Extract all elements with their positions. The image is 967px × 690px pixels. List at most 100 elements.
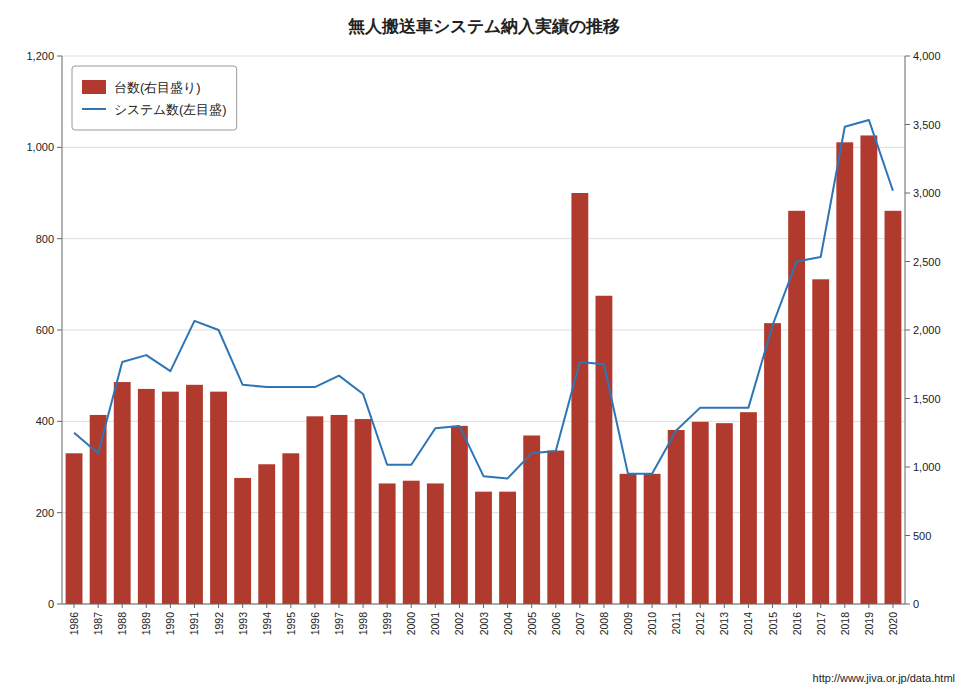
x-tick-label: 2013 xyxy=(718,612,730,636)
bar xyxy=(764,323,781,604)
x-tick xyxy=(579,604,580,608)
x-tick xyxy=(74,604,75,608)
x-tick-label: 2020 xyxy=(887,612,899,636)
bar xyxy=(403,481,420,604)
y2-tick-label: 3,500 xyxy=(913,119,941,131)
bar xyxy=(210,392,227,604)
x-tick-label: 1987 xyxy=(92,612,104,636)
x-tick xyxy=(603,604,604,608)
y2-tick-label: 3,000 xyxy=(913,187,941,199)
bar xyxy=(812,279,829,604)
x-tick-label: 1989 xyxy=(140,612,152,636)
x-tick-label: 2012 xyxy=(694,612,706,636)
x-tick-label: 2016 xyxy=(791,612,803,636)
bar xyxy=(258,464,275,604)
grid xyxy=(62,56,905,604)
x-tick-label: 2008 xyxy=(598,612,610,636)
y-tick-label: 200 xyxy=(36,507,54,519)
bar-series xyxy=(66,135,902,604)
x-tick-label: 1996 xyxy=(309,612,321,636)
bar xyxy=(138,389,155,604)
y2-tick xyxy=(905,330,910,331)
y2-tick-label: 2,000 xyxy=(913,324,941,336)
x-tick-label: 2001 xyxy=(429,612,441,636)
x-tick-label: 2019 xyxy=(863,612,875,636)
x-tick-label: 1997 xyxy=(333,612,345,636)
x-tick xyxy=(531,604,532,608)
x-tick-label: 2006 xyxy=(550,612,562,636)
bar xyxy=(836,142,853,604)
x-tick-label: 1991 xyxy=(188,612,200,636)
x-tick xyxy=(868,604,869,608)
x-tick-label: 1990 xyxy=(164,612,176,636)
x-tick-label: 1995 xyxy=(285,612,297,636)
y2-tick xyxy=(905,535,910,536)
x-tick xyxy=(483,604,484,608)
bar xyxy=(355,419,372,604)
x-tick xyxy=(555,604,556,608)
x-tick xyxy=(652,604,653,608)
bar xyxy=(644,474,661,604)
x-tick-label: 2003 xyxy=(478,612,490,636)
bar xyxy=(620,474,637,604)
axes: 02004006008001,0001,20005001,0001,5002,0… xyxy=(26,50,940,635)
bar xyxy=(90,415,107,604)
x-tick xyxy=(98,604,99,608)
x-tick xyxy=(194,604,195,608)
x-tick-label: 2010 xyxy=(646,612,658,636)
legend-label: システム数(左目盛) xyxy=(114,102,227,117)
chart: 02004006008001,0001,20005001,0001,5002,0… xyxy=(0,0,967,690)
bar xyxy=(306,416,323,604)
x-tick-label: 2011 xyxy=(670,612,682,635)
y-tick-label: 800 xyxy=(36,233,54,245)
x-tick xyxy=(338,604,339,608)
y-tick-label: 0 xyxy=(48,598,54,610)
x-tick xyxy=(363,604,364,608)
x-tick xyxy=(724,604,725,608)
x-tick xyxy=(314,604,315,608)
y-tick-label: 1,200 xyxy=(26,50,54,62)
bar xyxy=(66,453,83,604)
x-tick-label: 2017 xyxy=(815,612,827,636)
x-tick xyxy=(146,604,147,608)
x-tick-label: 2009 xyxy=(622,612,634,636)
x-tick-label: 1986 xyxy=(68,612,80,636)
x-tick xyxy=(796,604,797,608)
x-tick-label: 2005 xyxy=(526,612,538,636)
y2-tick xyxy=(905,124,910,125)
marks xyxy=(66,120,902,604)
x-tick xyxy=(892,604,893,608)
bar xyxy=(475,492,492,604)
y2-tick-label: 1,000 xyxy=(913,461,941,473)
y2-tick xyxy=(905,467,910,468)
x-tick xyxy=(122,604,123,608)
x-tick xyxy=(435,604,436,608)
y-tick-label: 400 xyxy=(36,415,54,427)
y2-tick-label: 2,500 xyxy=(913,256,941,268)
x-tick-label: 2007 xyxy=(574,612,586,636)
y-tick xyxy=(57,604,62,605)
y2-tick-label: 4,000 xyxy=(913,50,941,62)
x-tick xyxy=(820,604,821,608)
bar xyxy=(499,492,516,604)
x-tick-label: 1993 xyxy=(237,612,249,636)
x-tick xyxy=(411,604,412,608)
x-tick-label: 1994 xyxy=(261,612,273,636)
x-tick xyxy=(459,604,460,608)
bar xyxy=(451,426,468,604)
line xyxy=(74,120,893,478)
y2-tick-label: 0 xyxy=(913,598,919,610)
bar xyxy=(379,483,396,604)
bar xyxy=(162,392,179,604)
bar xyxy=(668,430,685,604)
y2-tick-label: 500 xyxy=(913,530,931,542)
grid-line xyxy=(62,147,905,148)
x-tick-label: 1999 xyxy=(381,612,393,636)
bar xyxy=(740,412,757,604)
x-tick xyxy=(507,604,508,608)
x-tick-label: 2004 xyxy=(502,612,514,636)
x-tick xyxy=(844,604,845,608)
bar xyxy=(282,453,299,604)
y-tick-label: 1,000 xyxy=(26,141,54,153)
bar xyxy=(547,451,564,604)
